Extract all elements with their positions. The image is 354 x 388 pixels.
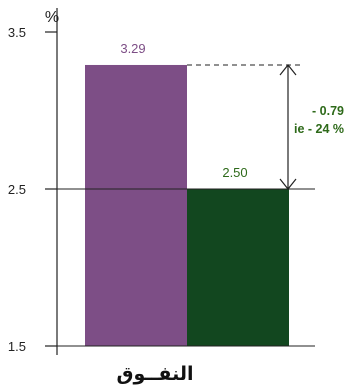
y-axis-ticks: 1.5 2.5 3.5 <box>8 25 57 354</box>
difference-annotation: - 0.79 ie - 24 % <box>279 64 344 190</box>
reference-lines <box>47 64 315 347</box>
bar-1 <box>85 64 187 346</box>
difference-label-line-1: - 0.79 <box>312 104 344 118</box>
x-axis-label: النفــوق <box>117 363 194 385</box>
bars-layer <box>85 64 289 346</box>
y-tick-label-0: 1.5 <box>8 339 26 354</box>
difference-label-line-2: ie - 24 % <box>294 122 344 136</box>
value-label-2: 2.50 <box>222 165 247 180</box>
y-tick-label-1: 2.5 <box>8 182 26 197</box>
difference-arrow-head-top <box>279 64 297 76</box>
y-tick-label-2: 3.5 <box>8 25 26 40</box>
value-labels: 3.29 2.50 <box>120 41 247 180</box>
value-label-1: 3.29 <box>120 41 145 56</box>
difference-arrow-head-bottom <box>279 178 297 190</box>
y-axis-unit-label: % <box>45 9 59 26</box>
bar-2 <box>187 189 289 346</box>
